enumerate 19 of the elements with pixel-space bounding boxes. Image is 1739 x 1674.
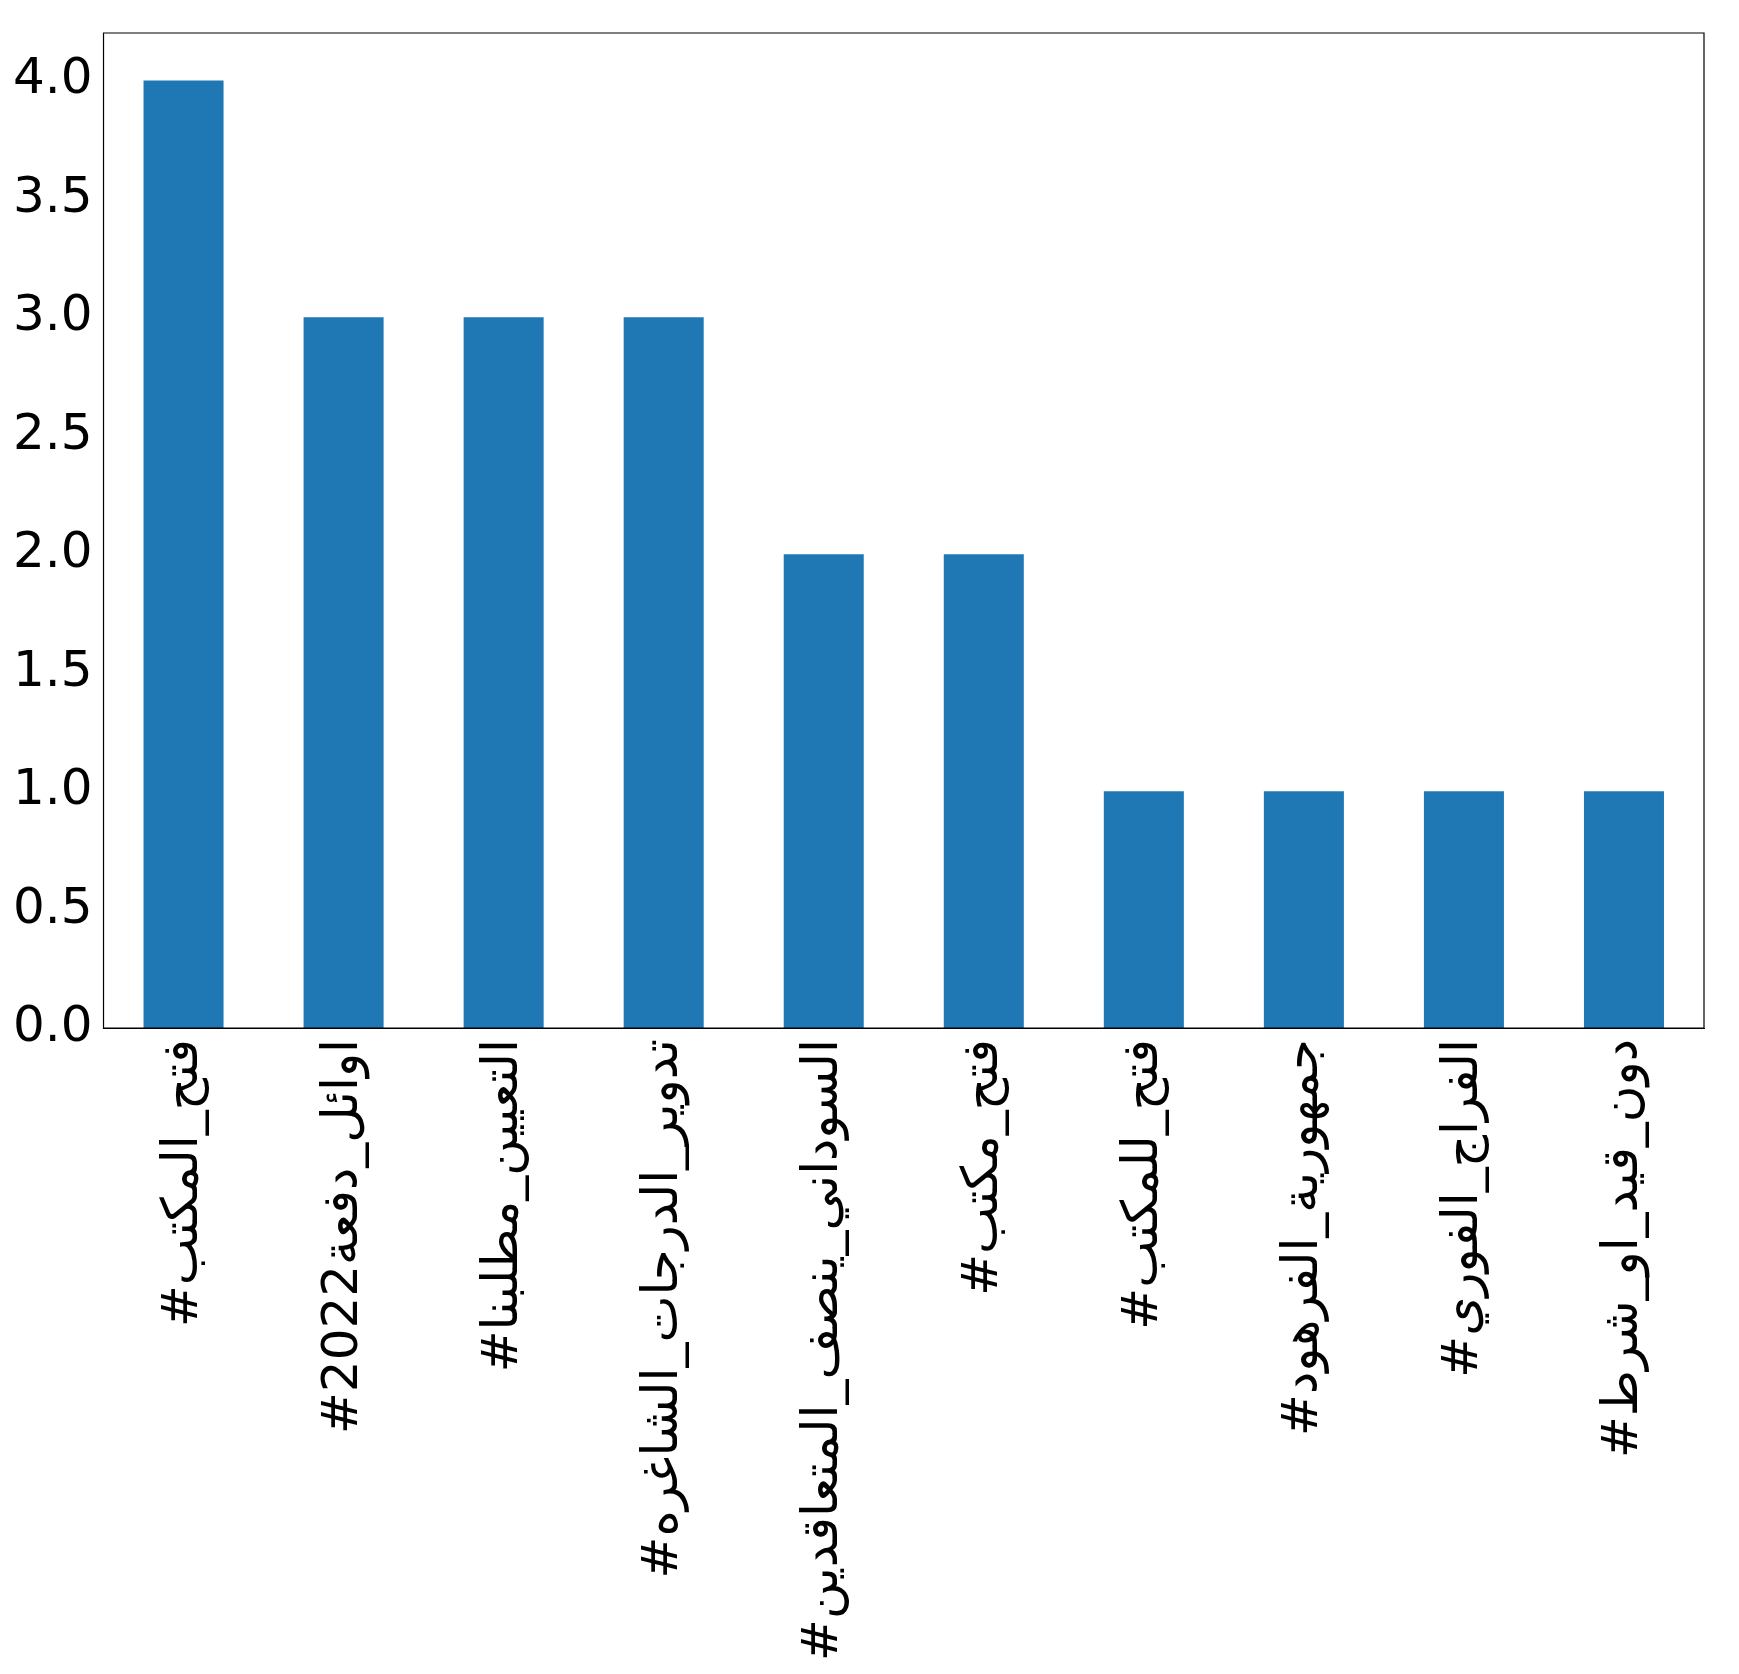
x-tick-label: #فتح_المكتب bbox=[150, 1039, 210, 1328]
y-tick-label: 4.0 bbox=[12, 47, 93, 106]
x-tick-label: #اوائل_دفعة2022 bbox=[310, 1039, 370, 1435]
y-tick-label: 0.5 bbox=[12, 876, 93, 935]
x-tick-label: #فتح_للمكتب bbox=[1110, 1039, 1170, 1330]
x-tick-label: #جمهورية_الفرهود bbox=[1270, 1039, 1330, 1437]
x-tick-label: #الفراج_الفوري bbox=[1430, 1039, 1489, 1378]
x-tick-label: #السوداني_ينصف_المتعاقدين bbox=[790, 1039, 849, 1662]
y-tick-label: 3.0 bbox=[12, 284, 93, 343]
x-tick-label: #دون_قيد_او_شرط bbox=[1590, 1039, 1650, 1459]
y-tick-label: 0.0 bbox=[12, 995, 93, 1054]
x-tick-label: #التعيين_مطلبنا bbox=[470, 1039, 529, 1373]
y-tick-label: 2.5 bbox=[12, 402, 93, 461]
x-tick-label: #فتح_مكتب bbox=[950, 1039, 1010, 1296]
y-tick-label: 1.5 bbox=[12, 639, 93, 698]
y-tick-label: 3.5 bbox=[12, 165, 93, 224]
x-tick-label: #تدوير_الدرجات_الشاغره bbox=[630, 1039, 690, 1579]
y-tick-label: 2.0 bbox=[12, 521, 93, 580]
y-tick-label: 1.0 bbox=[12, 758, 93, 817]
